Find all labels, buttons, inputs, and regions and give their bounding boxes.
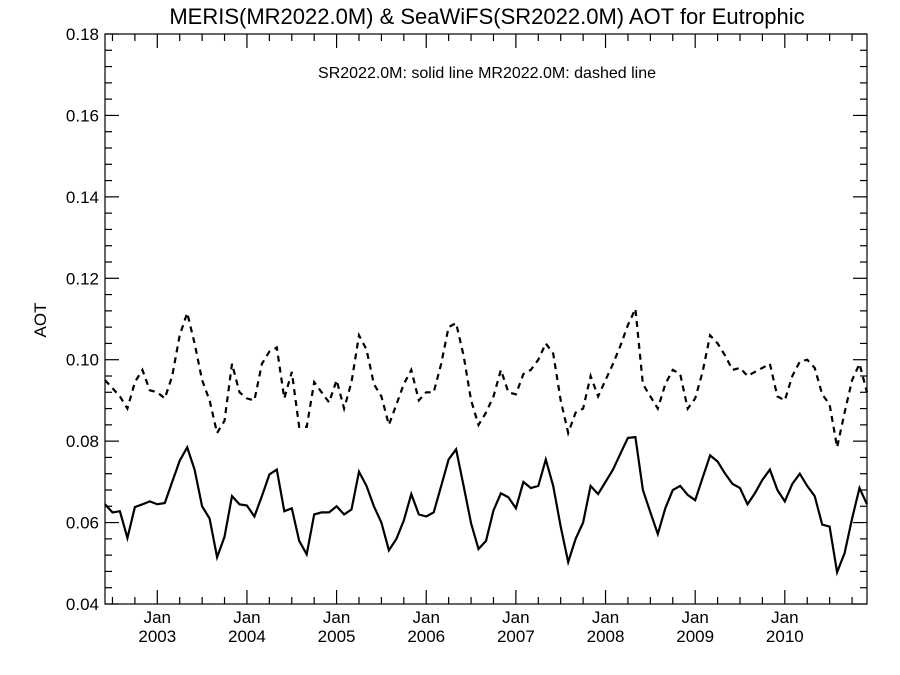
series-line-dashed — [104, 304, 869, 448]
x-tick-month-label: Jan — [592, 608, 619, 627]
x-tick-month-label: Jan — [233, 608, 260, 627]
y-tick-label: 0.16 — [66, 106, 99, 125]
x-tick-month-label: Jan — [771, 608, 798, 627]
x-tick-year-label: 2007 — [497, 627, 535, 646]
y-axis-ticks: 0.04 0.06 0.08 0.10 0.12 0.14 0.16 0.18 — [66, 25, 867, 614]
legend-text: SR2022.0M: solid line MR2022.0M: dashed … — [318, 65, 656, 82]
x-tick-year-label: 2009 — [676, 627, 714, 646]
x-tick-month-label: Jan — [413, 608, 440, 627]
x-tick-month-label: Jan — [144, 608, 171, 627]
y-tick-label: 0.06 — [66, 514, 99, 533]
x-tick-month-label: Jan — [323, 608, 350, 627]
series-layer — [104, 304, 869, 577]
y-axis-label: AOT — [31, 303, 50, 338]
plot-frame — [104, 33, 868, 605]
series-line-solid — [104, 435, 868, 577]
y-tick-label: 0.10 — [66, 351, 99, 370]
x-tick-year-label: 2005 — [318, 627, 356, 646]
y-tick-label: 0.14 — [66, 188, 99, 207]
x-tick-month-label: Jan — [502, 608, 529, 627]
y-tick-label: 0.08 — [66, 432, 99, 451]
x-tick-year-label: 2010 — [766, 627, 804, 646]
y-tick-label: 0.12 — [66, 269, 99, 288]
x-tick-year-label: 2008 — [587, 627, 625, 646]
y-tick-label: 0.04 — [66, 595, 99, 614]
x-tick-month-label: Jan — [681, 608, 708, 627]
x-tick-year-label: 2006 — [407, 627, 445, 646]
y-tick-label: 0.18 — [66, 25, 99, 44]
x-axis-ticks: Jan2003Jan2004Jan2005Jan2006Jan2007Jan20… — [111, 34, 853, 646]
x-tick-year-label: 2003 — [138, 627, 176, 646]
x-tick-year-label: 2004 — [228, 627, 266, 646]
chart-title: MERIS(MR2022.0M) & SeaWiFS(SR2022.0M) AO… — [169, 4, 804, 29]
